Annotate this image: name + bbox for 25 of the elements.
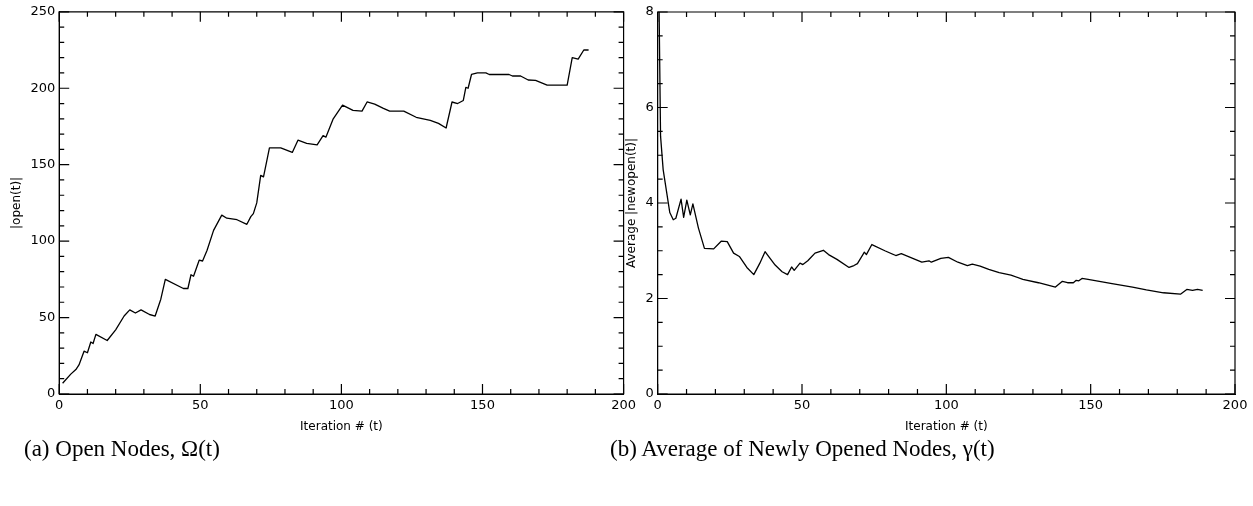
x-axis-title: Iteration # (t) bbox=[905, 418, 988, 433]
y-tick-label: 8 bbox=[645, 3, 654, 19]
y-tick-label: 6 bbox=[645, 98, 654, 114]
x-tick-label: 200 bbox=[611, 397, 637, 413]
y-tick-label: 50 bbox=[38, 308, 56, 324]
y-tick-label: 4 bbox=[645, 194, 654, 210]
y-tick-label: 0 bbox=[46, 385, 56, 401]
y-axis-title: Average |newopen(t)| bbox=[624, 138, 639, 268]
text: (a) Open Nodes, Ω(t) bbox=[24, 436, 220, 462]
y-axis-title: |open(t)| bbox=[9, 176, 24, 229]
x-axis-title: Iteration # (t) bbox=[300, 418, 383, 433]
y-tick-label: 150 bbox=[30, 156, 56, 172]
y-tick-label: 100 bbox=[30, 232, 56, 248]
x-tick-label: 100 bbox=[933, 397, 959, 413]
x-tick-label: 50 bbox=[793, 397, 811, 413]
y-tick-label: 250 bbox=[30, 3, 56, 19]
x-tick-label: 200 bbox=[1222, 397, 1248, 413]
x-tick-label: 100 bbox=[328, 397, 354, 413]
y-tick-label: 2 bbox=[645, 289, 654, 305]
x-tick-label: 50 bbox=[192, 397, 209, 413]
x-tick-label: 150 bbox=[470, 397, 495, 413]
y-tick-label: 0 bbox=[645, 385, 654, 401]
text: (b) Average of Newly Opened Nodes, γ(t) bbox=[610, 436, 995, 462]
x-tick-label: 150 bbox=[1078, 397, 1104, 413]
y-tick-label: 200 bbox=[30, 79, 56, 95]
